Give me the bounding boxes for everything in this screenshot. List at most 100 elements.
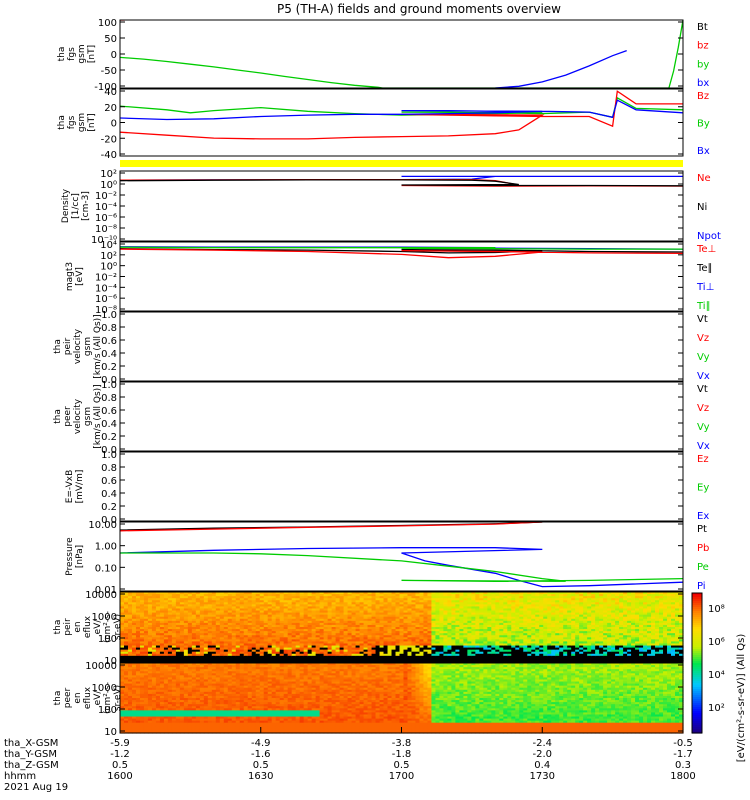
y-tick-label: 10⁻⁶	[95, 213, 117, 224]
heatmap-cell	[395, 596, 401, 599]
heatmap-cell	[611, 614, 616, 618]
heatmap-cell	[615, 602, 620, 605]
heatmap-cell	[415, 614, 421, 618]
heatmap-cell	[251, 624, 257, 628]
heatmap-cell	[607, 596, 612, 599]
heatmap-cell	[675, 655, 680, 659]
heatmap-cell	[471, 598, 476, 601]
heatmap-cell	[195, 594, 201, 597]
heatmap-cell	[327, 629, 333, 632]
heatmap-cell	[587, 647, 592, 651]
heatmap-cell	[411, 629, 417, 632]
heatmap-cell	[547, 614, 552, 618]
heatmap-cell	[427, 647, 433, 651]
heatmap-cell	[575, 608, 580, 612]
heatmap-cell	[443, 633, 449, 636]
heatmap-cell	[243, 610, 249, 614]
heatmap-cell	[611, 653, 616, 657]
heatmap-cell	[519, 641, 524, 645]
heatmap-cell	[495, 604, 500, 608]
heatmap-cell	[167, 653, 173, 657]
heatmap-cell	[643, 622, 648, 626]
heatmap-cell	[215, 604, 221, 608]
heatmap-cell	[223, 612, 229, 616]
heatmap-cell	[655, 643, 660, 647]
heatmap-cell	[471, 631, 476, 634]
heatmap-cell	[351, 620, 357, 624]
heatmap-cell	[159, 651, 165, 655]
heatmap-cell	[539, 655, 544, 659]
heatmap-cell	[479, 637, 484, 640]
heatmap-cell	[675, 614, 680, 618]
heatmap-cell	[195, 639, 201, 643]
heatmap-cell	[387, 635, 393, 638]
heatmap-cell	[539, 604, 544, 608]
heatmap-cell	[667, 598, 672, 601]
heatmap-cell	[471, 618, 476, 622]
heatmap-cell	[367, 604, 373, 608]
heatmap-cell	[623, 612, 628, 616]
heatmap-cell	[443, 616, 449, 620]
heatmap-cell	[231, 649, 237, 653]
heatmap-cell	[395, 618, 401, 622]
heatmap-cell	[215, 608, 221, 612]
heatmap-cell	[619, 643, 624, 647]
heatmap-cell	[463, 596, 468, 599]
heatmap-cell	[195, 647, 201, 651]
heatmap-cell	[123, 653, 129, 657]
heatmap-cell	[183, 651, 189, 655]
heatmap-cell	[131, 659, 137, 663]
heatmap-cell	[167, 651, 173, 655]
heatmap-cell	[623, 659, 628, 663]
heatmap-cell	[535, 637, 540, 640]
heatmap-cell	[543, 649, 548, 653]
heatmap-cell	[287, 657, 293, 661]
heatmap-cell	[583, 620, 588, 624]
heatmap-cell	[379, 596, 385, 599]
heatmap-cell	[543, 655, 548, 659]
heatmap-cell	[215, 641, 221, 645]
heatmap-cell	[255, 643, 261, 647]
heatmap-cell	[671, 657, 676, 661]
heatmap-cell	[435, 631, 441, 634]
heatmap-cell	[507, 602, 512, 605]
heatmap-cell	[587, 639, 592, 643]
heatmap-cell	[583, 645, 588, 649]
heatmap-cell	[527, 647, 532, 651]
heatmap-cell	[231, 622, 237, 626]
heatmap-cell	[163, 606, 169, 610]
heatmap-cell	[603, 631, 608, 634]
heatmap-cell	[135, 631, 141, 634]
heatmap-cell	[347, 606, 353, 610]
heatmap-cell	[439, 622, 445, 626]
heatmap-cell	[463, 600, 468, 603]
heatmap-cell	[671, 629, 676, 632]
heatmap-cell	[339, 653, 345, 657]
heatmap-cell	[587, 594, 592, 597]
heatmap-cell	[383, 608, 389, 612]
heatmap-cell	[491, 645, 496, 649]
heatmap-cell	[603, 594, 608, 597]
heatmap-cell	[227, 606, 233, 610]
heatmap-cell	[563, 651, 568, 655]
heatmap-cell	[287, 620, 293, 624]
heatmap-cell	[267, 659, 273, 663]
heatmap-cell	[187, 614, 193, 618]
heatmap-cell	[123, 649, 129, 653]
heatmap-cell	[383, 614, 389, 618]
y-tick-label: 0.0	[101, 515, 117, 526]
heatmap-cell	[287, 616, 293, 620]
y-tick-label: 0.8	[101, 393, 117, 404]
heatmap-cell	[535, 624, 540, 628]
heatmap-cell	[675, 596, 680, 599]
heatmap-cell	[275, 637, 281, 640]
heatmap-cell	[203, 608, 209, 612]
heatmap-cell	[519, 655, 524, 659]
heatmap-cell	[647, 616, 652, 620]
heatmap-cell	[667, 624, 672, 628]
heatmap-cell	[363, 653, 369, 657]
heatmap-cell	[383, 612, 389, 616]
heatmap-cell	[491, 637, 496, 640]
heatmap-cell	[263, 608, 269, 612]
heatmap-cell	[395, 629, 401, 632]
